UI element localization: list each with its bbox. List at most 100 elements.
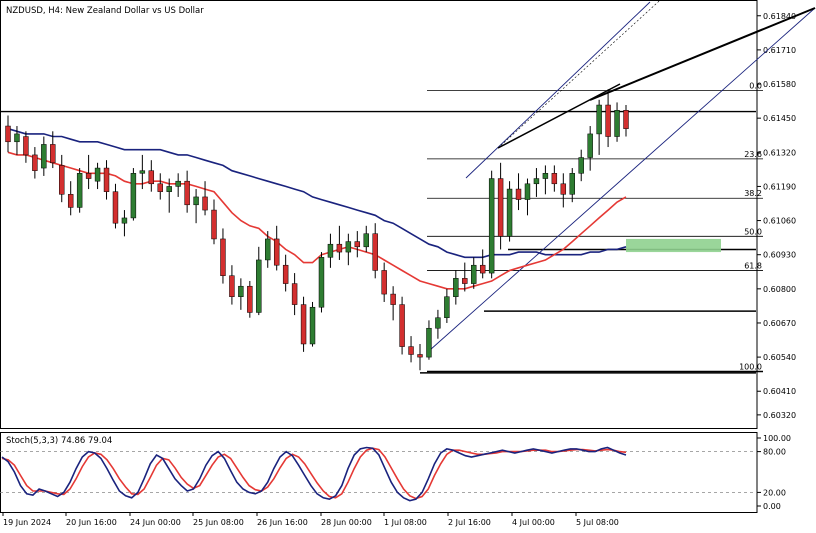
candle-body: [202, 196, 208, 211]
ma-fast-line: [7, 151, 627, 290]
candle-body: [479, 264, 486, 274]
candle-body: [318, 257, 325, 308]
candle-body: [184, 180, 190, 206]
price-tick-label: 0.60540: [763, 353, 796, 362]
candle-body: [327, 243, 334, 258]
candle-body: [524, 183, 531, 200]
time-tick-label: 24 Jun 00:00: [130, 518, 181, 527]
candle-body: [533, 178, 540, 185]
candle-body: [551, 173, 558, 185]
candle-body: [506, 188, 513, 237]
candle-body: [453, 278, 459, 297]
candle-body: [623, 110, 629, 129]
price-tick-label: 0.60320: [763, 411, 796, 420]
candle-body: [211, 209, 217, 240]
candle-body: [282, 264, 289, 284]
candle-body: [265, 238, 271, 261]
chart-title: NZDUSD, H4: New Zealand Dollar vs US Dol…: [6, 6, 204, 16]
candle-body: [256, 259, 262, 313]
price-tick-label: 0.60930: [763, 251, 796, 260]
candle-body: [336, 243, 343, 253]
candle-body: [175, 180, 181, 187]
candle-body: [5, 125, 11, 143]
candle-body: [130, 173, 137, 219]
candle-body: [471, 264, 477, 284]
fib-level-label: 0.0: [749, 82, 762, 91]
fib-level-label: 50.0: [744, 227, 762, 236]
candle-body: [85, 173, 92, 179]
time-tick-label: 25 Jun 08:00: [193, 518, 244, 527]
fib-level-label: 38.2: [744, 189, 762, 198]
candle-body: [50, 144, 56, 164]
candle-body: [76, 173, 83, 208]
candle-body: [139, 170, 146, 174]
time-tick-label: 4 Jul 00:00: [512, 518, 555, 527]
channel-mid-line: [497, 0, 661, 149]
candle-body: [291, 283, 298, 305]
time-tick-label: 2 Jul 16:00: [448, 518, 491, 527]
candle-body: [309, 306, 316, 345]
candle-body: [435, 317, 441, 329]
candle-body: [569, 173, 575, 195]
candle-body: [67, 194, 74, 208]
candle-body: [390, 293, 396, 305]
stochastic-panel: 100.00 80.00 20.00 0.00 19 Jun 2024 20 Jun 16…: [0, 432, 791, 527]
candle-body: [166, 186, 172, 192]
candle-body: [300, 304, 307, 345]
trendline: [589, 7, 816, 101]
channel-line-lower: [429, 7, 816, 351]
price-tick-label: 0.61580: [763, 80, 796, 89]
candle-body: [148, 170, 155, 185]
candle-body: [32, 154, 38, 171]
price-tick-label: 0.61450: [763, 114, 796, 123]
candle-body: [426, 327, 432, 358]
price-tick-label: 0.61190: [763, 182, 796, 191]
candle-body: [59, 165, 65, 195]
stoch-main-line: [1, 446, 627, 502]
candle-body: [238, 285, 244, 297]
price-tick-label: 0.60410: [763, 387, 796, 396]
candle-body: [220, 238, 226, 276]
candle-body: [408, 346, 414, 355]
time-tick-label: 5 Jul 08:00: [576, 518, 619, 527]
stoch-frame: [0, 432, 758, 513]
candle-body: [399, 304, 405, 347]
candle-body: [14, 133, 20, 143]
candle-body: [542, 173, 549, 179]
fib-level-label: 100.0: [739, 363, 762, 372]
candle-body: [417, 354, 423, 358]
price-tick-label: 0.61320: [763, 148, 796, 157]
candle-body: [103, 167, 110, 192]
price-tick-label: 0.60800: [763, 285, 796, 294]
candle-body: [354, 241, 361, 248]
time-tick-label: 26 Jun 16:00: [257, 518, 308, 527]
candle-body: [112, 191, 119, 224]
candle-body: [462, 278, 468, 284]
price-frame: [0, 0, 758, 429]
candle-body: [363, 233, 369, 248]
candle-body: [497, 178, 504, 237]
candle-body: [578, 157, 584, 174]
candle-body: [229, 275, 235, 297]
time-tick-label: 1 Jul 08:00: [384, 518, 427, 527]
candle-body: [444, 296, 450, 318]
stoch-tick-label: 0.00: [763, 502, 781, 511]
time-tick-label: 20 Jun 16:00: [66, 518, 117, 527]
candle-body: [587, 133, 593, 158]
stoch-label: Stoch(5,3,3) 74.86 79.04: [6, 436, 112, 446]
candle-body: [273, 238, 280, 266]
price-tick-label: 0.61840: [763, 12, 796, 21]
candle-body: [41, 144, 47, 169]
stoch-tick-label: 20.00: [763, 488, 786, 497]
candle-body: [157, 183, 163, 192]
stoch-tick-label: 100.00: [763, 434, 791, 443]
candle-body: [193, 196, 199, 206]
stoch-tick-label: 80.00: [763, 448, 786, 457]
ma-slow-line: [7, 127, 627, 259]
fib-level-label: 23.6: [744, 150, 762, 159]
candle-body: [381, 270, 387, 295]
candle-body: [372, 233, 378, 271]
fib-level-label: 61.8: [744, 261, 762, 270]
candle-body: [94, 167, 101, 182]
